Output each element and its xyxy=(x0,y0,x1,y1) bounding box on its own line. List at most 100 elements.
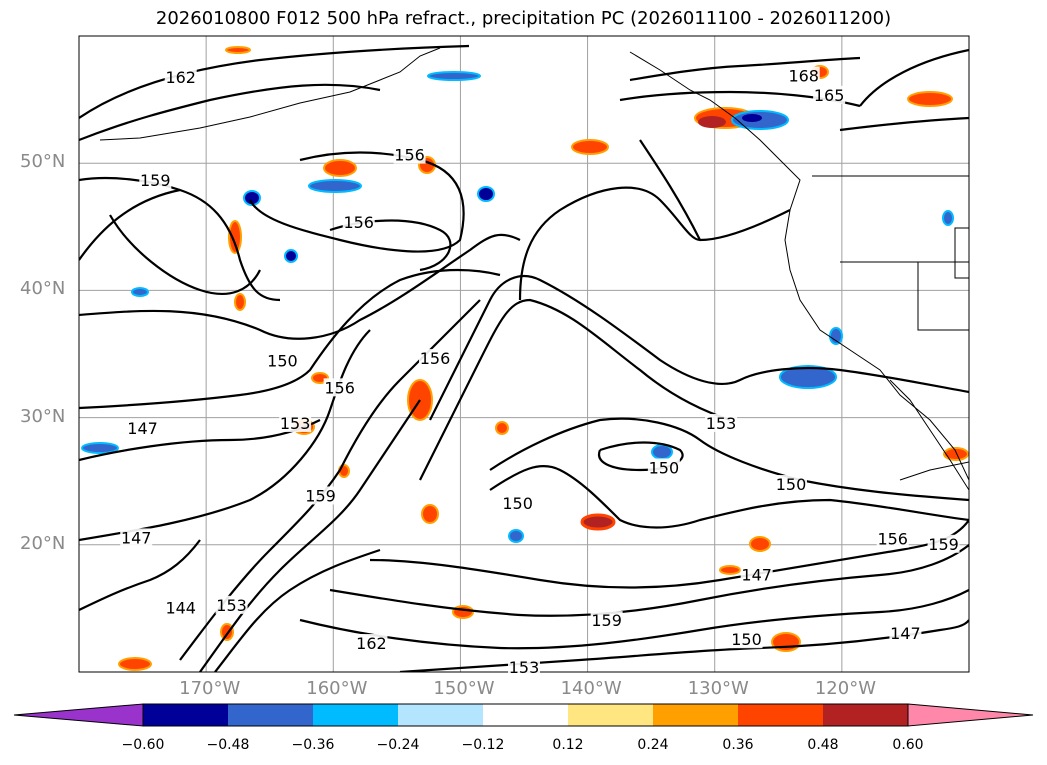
latitude-label: 30°N xyxy=(20,405,66,427)
colorbar-bin xyxy=(483,704,568,726)
contour-label-bg xyxy=(419,349,451,368)
precip-blob xyxy=(943,447,969,461)
contour-label-bg xyxy=(508,658,540,677)
longitude-label: 170°W xyxy=(179,678,241,699)
contour-label-bg xyxy=(342,212,375,231)
bc-coast xyxy=(629,51,969,481)
colorbar-outline xyxy=(142,703,909,727)
precip-blob xyxy=(477,186,495,202)
contour-label: 150 xyxy=(649,458,680,477)
longitude-label: 150°W xyxy=(433,678,495,699)
colorbar-tick-label: −0.48 xyxy=(206,737,250,753)
contour-label-bg xyxy=(304,486,337,505)
contour-label-bg xyxy=(501,494,534,513)
precip-blob xyxy=(421,504,439,524)
contour-label: 156 xyxy=(394,146,425,165)
contour-label: 153 xyxy=(280,414,311,433)
precip-blob xyxy=(81,442,119,454)
longitude-label: 160°W xyxy=(306,678,368,699)
contour-line xyxy=(489,417,969,502)
contour-label-bg xyxy=(139,171,172,190)
contour-line xyxy=(79,268,501,410)
precip-blob xyxy=(495,421,509,435)
contour-label-bg xyxy=(164,598,197,617)
contour-label: 159 xyxy=(305,486,336,505)
contour-label: 162 xyxy=(356,634,387,653)
contour-label-bg xyxy=(813,85,846,104)
contour-label: 147 xyxy=(890,624,921,643)
contour-line xyxy=(629,56,861,82)
us-interior-border-3 xyxy=(954,227,969,279)
contour-line xyxy=(518,186,791,301)
contour-label: 156 xyxy=(420,349,451,368)
precip-blob xyxy=(508,529,524,543)
colorbar-bin xyxy=(228,704,313,726)
precip-blob xyxy=(749,536,771,552)
colorbar-tick-label: −0.60 xyxy=(121,737,165,753)
latitude-label: 20°N xyxy=(20,532,66,554)
baja-coast xyxy=(889,379,969,491)
contour-label-bg xyxy=(355,634,388,653)
precip-blob xyxy=(571,139,609,155)
precip-blob xyxy=(651,444,673,460)
precip-blob xyxy=(427,71,481,81)
colorbar xyxy=(13,703,1034,727)
precip-blob xyxy=(131,287,149,297)
contour-label: 159 xyxy=(591,611,622,630)
contour-label: 150 xyxy=(776,475,807,494)
longitude-label: 130°W xyxy=(687,678,749,699)
contour-line xyxy=(79,233,521,340)
contour-line xyxy=(79,44,470,119)
colorbar-bin xyxy=(568,704,653,726)
contour-label: 147 xyxy=(127,419,158,438)
latitude-label: 50°N xyxy=(20,151,66,173)
contour-label: 153 xyxy=(216,596,247,615)
precip-blob xyxy=(234,293,246,311)
contour-label: 165 xyxy=(814,86,845,105)
contour-label-bg xyxy=(647,458,680,477)
contour-label-bg xyxy=(126,419,159,438)
colorbar-tick-label: −0.12 xyxy=(461,737,505,753)
contour-label-bg xyxy=(215,595,248,614)
contour-label: 153 xyxy=(509,658,540,677)
colorbar-tick-label: −0.36 xyxy=(291,737,335,753)
colorbar-tick-label: 0.36 xyxy=(722,737,754,753)
latitude-label: 40°N xyxy=(20,278,66,300)
contour-line xyxy=(79,188,181,261)
precip-blob xyxy=(698,116,726,128)
precip-blob xyxy=(907,91,953,107)
coastlines xyxy=(99,47,969,491)
colorbar-tick-label: 0.60 xyxy=(892,737,924,753)
contour-label-bg xyxy=(164,67,197,86)
contour-label-bg xyxy=(323,378,356,397)
colorbar-tick-label: −0.24 xyxy=(376,737,420,753)
contour-label: 150 xyxy=(267,352,298,371)
precip-blob xyxy=(220,623,234,641)
contour-line xyxy=(369,519,969,589)
contour-line xyxy=(79,539,201,611)
contour-label: 168 xyxy=(788,67,819,86)
colorbar-tick-label: 0.48 xyxy=(807,737,839,753)
contour-label: 156 xyxy=(343,213,374,232)
contour-label: 147 xyxy=(741,565,772,584)
contour-label-bg xyxy=(705,413,738,432)
contour-label: 159 xyxy=(928,535,959,554)
contour-line xyxy=(214,548,381,672)
contour-line xyxy=(639,139,701,241)
precip-blob xyxy=(323,159,357,177)
longitude-label: 140°W xyxy=(560,678,622,699)
colorbar-tick-label: 0.24 xyxy=(637,737,669,753)
contour-label: 150 xyxy=(502,494,533,513)
graticule xyxy=(79,36,969,672)
contour-line xyxy=(249,151,465,253)
contour-line xyxy=(79,176,281,302)
precip-blob xyxy=(779,365,837,389)
contour-line xyxy=(329,544,969,617)
contour-line xyxy=(839,116,969,132)
mexico-coast xyxy=(899,461,969,481)
contour-label-bg xyxy=(889,623,922,642)
precip-blob xyxy=(118,657,152,671)
contour-label-bg xyxy=(266,351,299,370)
contour-label: 147 xyxy=(121,528,152,547)
